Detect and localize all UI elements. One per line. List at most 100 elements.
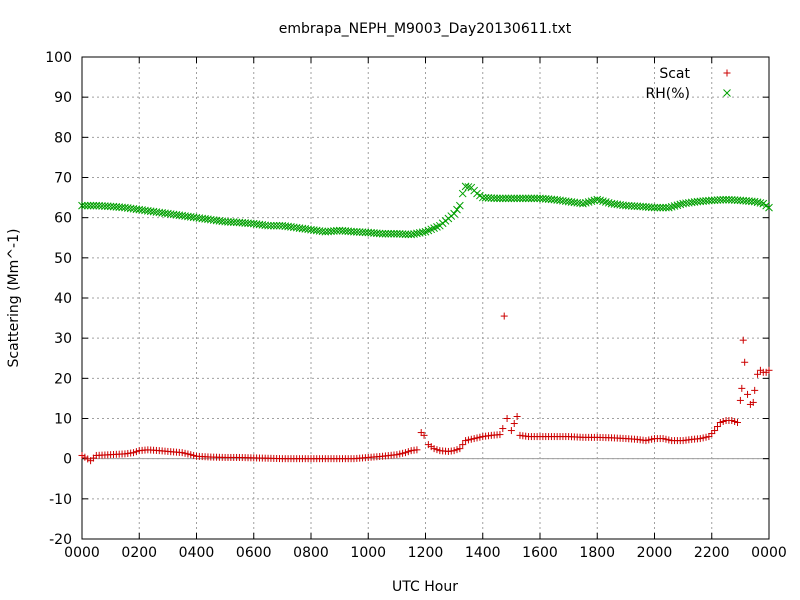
series-scat-point <box>711 427 719 435</box>
series-rh-point <box>450 209 458 218</box>
series-rh-point <box>725 195 733 204</box>
legend-marker-scat <box>723 69 731 77</box>
series-rh-point <box>496 194 504 203</box>
series-scat-point <box>181 449 189 457</box>
series-rh-point <box>381 229 390 238</box>
series-rh-point <box>530 194 539 203</box>
series-scat-point <box>719 418 727 426</box>
series-rh-point <box>86 201 95 210</box>
y-tick-label: 20 <box>54 371 72 387</box>
series-scat-point <box>662 435 670 443</box>
series-rh-point <box>513 194 521 203</box>
x-tick-label: 1000 <box>350 545 386 561</box>
legend-marker-rh <box>723 89 731 97</box>
series-scat-point <box>462 437 470 445</box>
series-scat-point <box>464 436 472 444</box>
series-scat-point <box>178 449 186 457</box>
series-scat-point <box>705 433 713 441</box>
series-rh-point <box>710 196 719 205</box>
series-scat-point <box>413 446 421 454</box>
series-rh-point <box>524 194 533 203</box>
series-scat-point <box>500 312 508 320</box>
series-rh-point <box>395 230 404 238</box>
series-rh-point <box>722 195 730 204</box>
series-scat-point <box>699 434 707 442</box>
series-scat-point <box>696 435 704 443</box>
series-rh-point <box>707 196 716 205</box>
x-tick-label: 0000 <box>64 545 100 561</box>
series-scat-point <box>132 448 140 456</box>
series-rh-point <box>487 194 496 202</box>
series-rh-point <box>527 194 536 203</box>
series-rh-point <box>378 229 387 238</box>
series-rh-point <box>418 228 427 237</box>
series-rh-point <box>390 229 398 238</box>
series-scat-point <box>665 436 673 444</box>
series-rh-point <box>501 194 510 203</box>
legend: Scat RH(%) <box>646 66 731 102</box>
series-rh-point <box>493 194 501 203</box>
series-rh-point <box>504 194 513 203</box>
series-rh-point <box>584 198 593 206</box>
series-rh-point <box>83 201 92 210</box>
series-rh-point <box>507 194 516 203</box>
y-tick-label: 60 <box>54 211 72 227</box>
series-rh-point <box>455 201 464 210</box>
series-rh-point <box>92 201 101 210</box>
series-rh-point <box>478 193 487 202</box>
series-rh-point <box>375 229 384 238</box>
series-rh-point <box>427 225 436 234</box>
series-scat-point <box>741 358 749 366</box>
series-rh-point <box>510 194 519 203</box>
x-tick-label: 2000 <box>637 545 673 561</box>
series-rh-point <box>484 194 493 202</box>
series-scat-point <box>393 451 401 459</box>
series-scat-point <box>453 446 461 454</box>
series-rh-point <box>264 221 272 230</box>
series-rh-point <box>765 203 773 212</box>
data-points <box>78 182 773 465</box>
y-tick-label: 0 <box>63 452 72 468</box>
series-rh-point <box>650 203 659 212</box>
series-rh-point <box>713 196 722 204</box>
series-scat-point <box>396 450 404 458</box>
y-tick-label: 50 <box>54 251 72 267</box>
series-scat-point <box>659 435 667 443</box>
series-rh-point <box>653 203 662 212</box>
series-scat-point <box>420 431 428 439</box>
legend-label-scat: Scat <box>659 66 690 82</box>
series-scat-point <box>738 384 746 392</box>
series-scat-point <box>459 441 467 449</box>
y-tick-label: 100 <box>45 50 72 66</box>
series-rh-point <box>464 183 473 191</box>
series-rh-point <box>673 201 682 210</box>
x-tick-label: 1200 <box>408 545 444 561</box>
series-rh-point <box>424 226 433 235</box>
series-scat-point <box>450 447 458 455</box>
series-scat-point <box>754 370 762 378</box>
series-rh-point <box>318 227 327 236</box>
series-rh-point <box>756 199 765 207</box>
series-scat-point <box>404 448 412 456</box>
series-scat-point <box>744 390 752 398</box>
series-scat-point <box>499 425 507 433</box>
y-tick-label: 30 <box>54 331 72 347</box>
x-tick-label: 1600 <box>522 545 558 561</box>
series-rh-point <box>659 203 667 212</box>
series-rh-point <box>352 228 361 236</box>
series-rh-point <box>430 224 438 232</box>
series-scat-point <box>187 451 195 459</box>
series-rh-point <box>387 229 396 238</box>
series-rh-point <box>627 202 636 210</box>
series-scat-point <box>84 455 92 463</box>
series-scat-point <box>728 417 736 425</box>
series-rh-point <box>95 201 104 210</box>
series-rh-point <box>521 194 530 203</box>
y-tick-label: 80 <box>54 130 72 146</box>
series-rh-point <box>587 197 596 206</box>
series-rh-point <box>269 221 278 230</box>
series-rh-point <box>226 218 235 226</box>
series-rh-point <box>221 217 229 226</box>
